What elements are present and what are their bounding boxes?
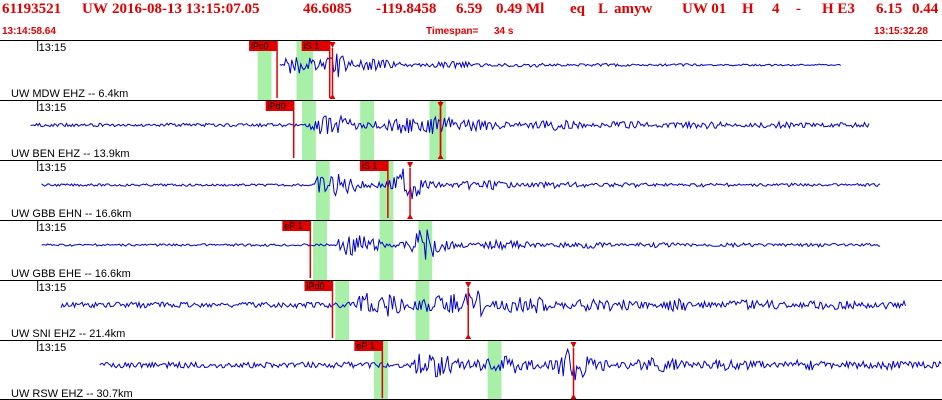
- waveform-trace: [41, 168, 881, 200]
- analysis-window: [374, 341, 388, 400]
- event-magnitude: 0.49 Ml: [496, 1, 545, 17]
- event-datetime: 2016-08-13 13:15:07.05: [112, 1, 260, 17]
- channel-panel[interactable]: 13:15 iPc0 iS 1 UW MDW EHZ -- 6.4km: [0, 40, 942, 101]
- analysis-window: [257, 41, 272, 100]
- event-nsta: 4: [772, 1, 780, 17]
- channel-label: UW BEN EHZ -- 13.9km: [11, 148, 130, 160]
- phase-pick-label: iPd0: [306, 281, 324, 291]
- phase-pick-flag[interactable]: [301, 41, 330, 51]
- analysis-window: [296, 41, 314, 100]
- analysis-window: [418, 221, 433, 280]
- amplitude-marker-bottom: [465, 334, 472, 339]
- analysis-window: [313, 221, 327, 280]
- event-longitude: -119.8458: [376, 1, 437, 17]
- analysis-window: [301, 101, 316, 160]
- waveform-panels: 13:15 iPc0 iS 1 UW MDW EHZ -- 6.4km 13:15 iPd…: [0, 40, 942, 400]
- channel-label: UW GBB EHE -- 16.6km: [11, 268, 131, 280]
- analysis-window: [415, 281, 430, 340]
- channel-label: UW MDW EHZ -- 6.4km: [11, 88, 128, 100]
- amplitude-marker-bottom: [570, 394, 577, 399]
- event-review: H E3: [822, 1, 855, 17]
- analysis-window: [379, 161, 394, 220]
- time-tick-label: 13:15: [39, 282, 67, 294]
- analysis-window: [379, 221, 394, 280]
- waveform-trace: [279, 53, 842, 78]
- waveform-trace: [99, 347, 942, 381]
- channel-panel[interactable]: 13:15 eP 1 UW RSW EHZ -- 30.7km: [0, 340, 942, 400]
- channel-label: UW RSW EHZ -- 30.7km: [11, 388, 133, 400]
- channel-panel[interactable]: 13:15 iPd0 UW SNI EHZ -- 21.4km: [0, 280, 942, 341]
- channel-panel[interactable]: 13:15 iPd0 UW BEN EHZ -- 13.9km: [0, 100, 942, 161]
- channel-label: UW GBB EHN -- 16.6km: [11, 208, 131, 220]
- event-id: 61193521: [2, 1, 62, 17]
- waveform-trace: [30, 114, 870, 135]
- time-tick-label: 13:15: [39, 42, 67, 54]
- event-quality: H: [742, 1, 754, 17]
- analysis-window: [315, 161, 330, 220]
- analysis-window: [429, 101, 447, 160]
- amplitude-marker-top: [329, 42, 336, 48]
- channel-panel[interactable]: 13:15 iS 1 UW GBB EHN -- 16.6km: [0, 160, 942, 221]
- amplitude-marker-top: [465, 282, 472, 288]
- waveform-trace: [41, 229, 881, 260]
- phase-pick-label: iS 1: [304, 41, 320, 51]
- phase-pick-label: eP 1: [356, 341, 374, 351]
- time-tick-label: 13:15: [39, 162, 67, 174]
- phase-pick-flag[interactable]: [354, 341, 383, 351]
- event-error: 0.44: [912, 1, 939, 17]
- amplitude-marker-top: [570, 342, 577, 348]
- timespan-label: Timespan=: [426, 26, 479, 37]
- window-start-time: 13:14:58.64: [2, 26, 56, 37]
- analysis-window: [360, 101, 375, 160]
- phase-pick-flag[interactable]: [249, 41, 278, 51]
- time-tick-label: 13:15: [39, 342, 67, 354]
- phase-pick-label: iPd0: [268, 101, 286, 111]
- amplitude-marker-top: [407, 162, 414, 168]
- phase-pick-flag[interactable]: [304, 281, 333, 291]
- phase-pick-label: iPc0: [251, 41, 269, 51]
- amplitude-marker-bottom: [329, 94, 336, 99]
- phase-pick-flag[interactable]: [265, 101, 294, 111]
- amplitude-marker-top: [437, 102, 444, 108]
- phase-pick-flag[interactable]: [282, 221, 311, 231]
- phase-pick-label: iS 1: [362, 161, 378, 171]
- event-gtype: L: [598, 1, 609, 17]
- channel-label: UW SNI EHZ -- 21.4km: [11, 328, 125, 340]
- analysis-window: [487, 341, 502, 400]
- window-end-time: 13:15:32.28: [874, 26, 928, 37]
- analysis-window: [335, 281, 350, 340]
- phase-pick-flag[interactable]: [359, 161, 388, 171]
- event-summary-bar: 61193521 UW 2016-08-13 13:15:07.05 46.60…: [0, 0, 942, 24]
- time-tick-label: 13:15: [39, 102, 67, 114]
- timespan-value: 34 s: [494, 26, 514, 37]
- event-depth: 6.59: [456, 1, 483, 17]
- waveform-trace: [60, 290, 906, 318]
- event-latitude: 46.6085: [303, 1, 352, 17]
- event-author: amyw: [614, 1, 653, 17]
- event-flag: -: [796, 1, 801, 17]
- channel-panel[interactable]: 13:15 eP 1 UW GBB EHE -- 16.6km: [0, 220, 942, 281]
- phase-pick-label: eP 1: [284, 221, 302, 231]
- amplitude-marker-bottom: [437, 154, 444, 159]
- event-network: UW: [82, 1, 108, 17]
- event-rms: 6.15: [876, 1, 903, 17]
- event-source: UW 01: [682, 1, 727, 17]
- time-tick-label: 13:15: [39, 222, 67, 234]
- event-type: eq: [570, 1, 585, 17]
- amplitude-marker-bottom: [407, 214, 414, 219]
